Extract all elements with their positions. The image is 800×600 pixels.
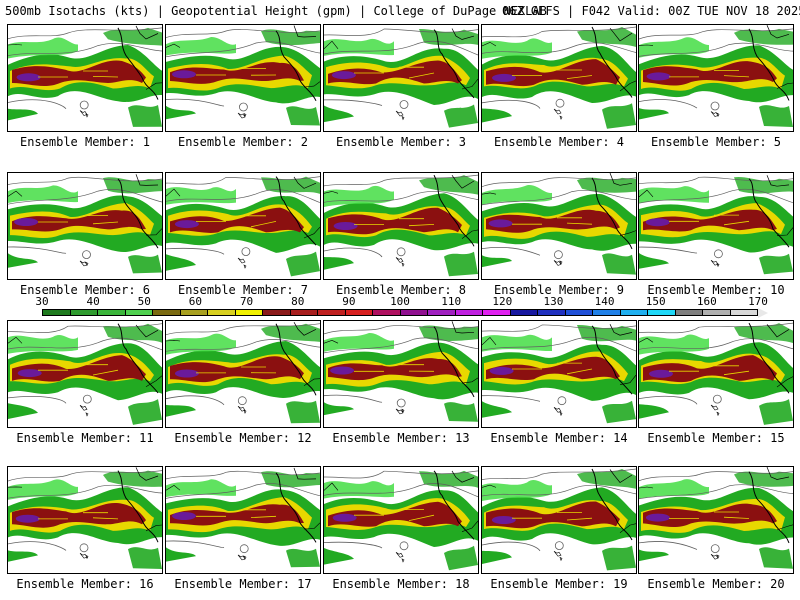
- colorbar-swatch: [538, 309, 566, 316]
- colorbar-tick-label: 60: [188, 295, 203, 308]
- ensemble-member-label: Ensemble Member: 7: [177, 283, 309, 297]
- ensemble-member-map: [638, 24, 794, 132]
- colorbar-tick-label: 160: [696, 295, 717, 308]
- ensemble-member-map: [323, 466, 479, 574]
- colorbar-swatch: [70, 309, 98, 316]
- ensemble-member-map: [638, 172, 794, 280]
- ensemble-member-label: Ensemble Member: 1: [19, 135, 151, 149]
- colorbar-tick-label: 140: [594, 295, 615, 308]
- ensemble-member-map: [481, 24, 637, 132]
- colorbar-swatch: [318, 309, 346, 316]
- ensemble-member-map: [7, 24, 163, 132]
- ensemble-member-label: Ensemble Member: 14: [490, 431, 628, 445]
- ensemble-member-label: Ensemble Member: 9: [493, 283, 625, 297]
- colorbar-tick-label: 100: [390, 295, 410, 308]
- colorbar-swatch: [620, 309, 648, 316]
- ensemble-member-map: [481, 172, 637, 280]
- colorbar-tick-label: 40: [86, 295, 100, 308]
- colorbar-swatch: [400, 309, 428, 316]
- ensemble-member-map: [481, 466, 637, 574]
- colorbar-swatch: [98, 309, 126, 316]
- colorbar-swatch: [290, 309, 318, 316]
- ensemble-member-label: Ensemble Member: 12: [174, 431, 312, 445]
- colorbar-swatch: [675, 309, 703, 316]
- colorbar-swatch: [730, 309, 758, 316]
- ensemble-member-map: [638, 320, 794, 428]
- model-run-info: 06Z GEFS | F042 Valid: 00Z TUE NOV 18 20…: [502, 4, 800, 18]
- colorbar-tick-label: 130: [543, 295, 564, 308]
- colorbar-swatch: [345, 309, 373, 316]
- ensemble-member-map: [323, 172, 479, 280]
- ensemble-member-map: [165, 466, 321, 574]
- ensemble-member-label: Ensemble Member: 3: [335, 135, 467, 149]
- colorbar-tick-label: 110: [441, 295, 462, 308]
- colorbar-boxes: [42, 309, 758, 316]
- colorbar-swatch: [483, 309, 511, 316]
- colorbar-swatch: [153, 309, 181, 316]
- colorbar-swatch: [208, 309, 236, 316]
- ensemble-member-label: Ensemble Member: 5: [650, 135, 782, 149]
- colorbar-tick-label: 70: [239, 295, 254, 308]
- isotach-colorbar: 30 40 50 60 70 80 90 100 110 120 130 140 150 160 170: [0, 296, 800, 318]
- colorbar-swatch: [703, 309, 731, 316]
- colorbar-swatch: [510, 309, 538, 316]
- colorbar-swatch: [42, 309, 71, 316]
- ensemble-member-map: [323, 24, 479, 132]
- ensemble-member-label: Ensemble Member: 19: [490, 577, 628, 591]
- product-title: 500mb Isotachs (kts) | Geopotential Heig…: [5, 4, 547, 18]
- ensemble-member-label: Ensemble Member: 18: [332, 577, 470, 591]
- ensemble-member-map: [165, 24, 321, 132]
- ensemble-member-map: [481, 320, 637, 428]
- ensemble-member-label: Ensemble Member: 10: [647, 283, 785, 297]
- ensemble-member-label: Ensemble Member: 8: [335, 283, 467, 297]
- ensemble-member-map: [165, 320, 321, 428]
- colorbar-swatch: [263, 309, 291, 316]
- ensemble-member-label: Ensemble Member: 13: [332, 431, 470, 445]
- header: 500mb Isotachs (kts) | Geopotential Heig…: [0, 0, 800, 22]
- colorbar-tick-label: 170: [748, 295, 768, 308]
- colorbar-tick-label: 90: [342, 295, 356, 308]
- colorbar-swatch: [180, 309, 208, 316]
- colorbar-swatch: [648, 309, 676, 316]
- colorbar-swatch: [428, 309, 456, 316]
- ensemble-member-map: [7, 466, 163, 574]
- colorbar-right-arrow: [758, 308, 768, 318]
- ensemble-member-map: [323, 320, 479, 428]
- colorbar-swatch: [125, 309, 153, 316]
- ensemble-member-label: Ensemble Member: 11: [16, 431, 154, 445]
- ensemble-member-map: [7, 320, 163, 428]
- colorbar-swatch: [373, 309, 401, 316]
- colorbar-tick-label: 50: [137, 295, 151, 308]
- colorbar-swatch: [565, 309, 593, 316]
- colorbar-tick-label: 150: [645, 295, 666, 308]
- ensemble-member-map: [7, 172, 163, 280]
- colorbar-tick-label: 30: [35, 295, 49, 308]
- ensemble-member-label: Ensemble Member: 15: [647, 431, 785, 445]
- ensemble-member-label: Ensemble Member: 6: [19, 283, 151, 297]
- colorbar-swatch: [235, 309, 263, 316]
- colorbar-tick-label: 120: [492, 295, 513, 308]
- ensemble-member-map: [165, 172, 321, 280]
- ensemble-member-label: Ensemble Member: 16: [16, 577, 154, 591]
- ensemble-member-label: Ensemble Member: 2: [177, 135, 309, 149]
- colorbar-left-arrow: [32, 308, 42, 318]
- ensemble-member-label: Ensemble Member: 20: [647, 577, 785, 591]
- colorbar-swatch: [455, 309, 483, 316]
- ensemble-member-label: Ensemble Member: 17: [174, 577, 312, 591]
- ensemble-member-label: Ensemble Member: 4: [493, 135, 625, 149]
- colorbar-tick-label: 80: [291, 295, 305, 308]
- ensemble-member-map: [638, 466, 794, 574]
- colorbar-swatch: [593, 309, 621, 316]
